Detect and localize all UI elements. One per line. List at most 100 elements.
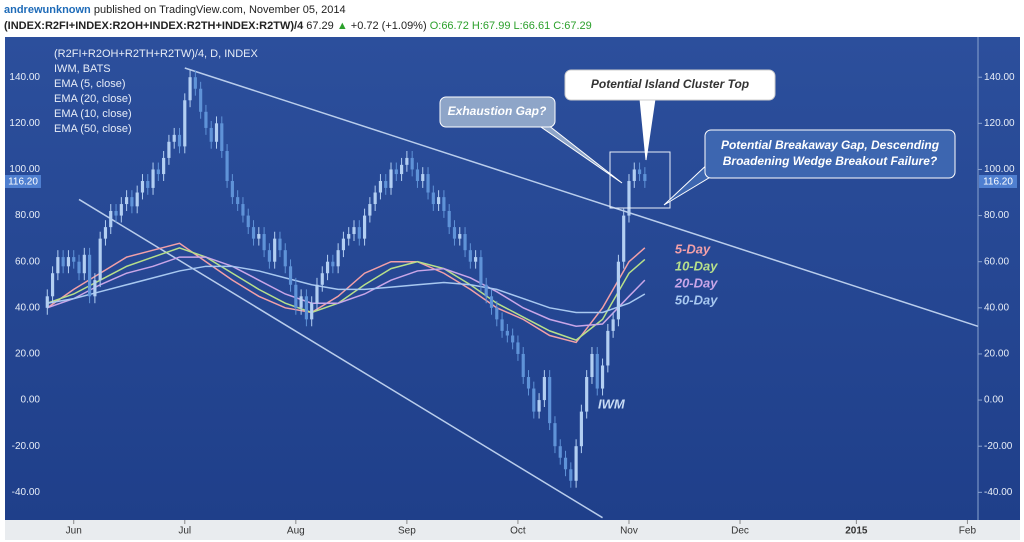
candle-body	[362, 215, 367, 239]
highlight-box	[609, 151, 671, 209]
header: andrewunknown published on TradingView.c…	[4, 2, 592, 34]
candle-body	[341, 238, 346, 251]
ema-line	[47, 247, 646, 341]
candle-body	[288, 266, 293, 285]
candle-body	[72, 257, 76, 262]
y-tick-label: -20.00	[984, 441, 1013, 452]
candle-body	[574, 446, 578, 481]
candle-body	[421, 174, 425, 181]
candle-body	[225, 151, 229, 181]
candle-body	[162, 157, 166, 175]
candle-body	[283, 250, 287, 267]
candle-body	[558, 446, 562, 458]
candle-body	[357, 227, 361, 239]
candle-body	[310, 303, 314, 320]
candle-body	[489, 296, 494, 308]
candle-body	[537, 400, 541, 412]
candle-body	[384, 180, 388, 188]
symbol: (INDEX:R2FI+INDEX:R2OH+INDEX:R2TH+INDEX:…	[4, 20, 304, 32]
y-tick-label: -40.00	[984, 487, 1013, 498]
candle-body	[214, 123, 219, 142]
candle-body	[622, 215, 626, 262]
price-tag: 116.20	[8, 177, 38, 188]
candle-body	[463, 234, 467, 251]
candle-body	[56, 257, 60, 274]
y-tick-label: 0.00	[984, 395, 1004, 406]
candle-body	[66, 257, 71, 267]
x-tick-label: Jun	[66, 526, 82, 537]
candle-body	[172, 134, 176, 142]
annotation: Potential Island Cluster Top	[591, 77, 749, 91]
annotation: Potential Breakaway Gap, Descending	[721, 138, 940, 152]
candle-body	[103, 227, 108, 239]
x-tick-label: 2015	[845, 526, 868, 537]
y-tick-label: 140.00	[9, 72, 40, 83]
candle-body	[442, 197, 446, 211]
y-tick-label: 120.00	[9, 118, 40, 129]
candle-body	[479, 257, 483, 285]
x-tick-label: Dec	[731, 526, 749, 537]
y-tick-label: 20.00	[984, 349, 1009, 360]
candle-body	[368, 204, 372, 216]
trendline	[184, 67, 979, 327]
candle-body	[88, 254, 92, 297]
low: L:66.61	[513, 20, 551, 32]
author[interactable]: andrewunknown	[4, 4, 91, 16]
x-tick-label: Aug	[287, 526, 305, 537]
y-tick-label: 0.00	[21, 395, 41, 406]
ema-label: 5-Day	[675, 241, 711, 256]
ema-line	[47, 265, 646, 314]
y-tick-label: 140.00	[984, 72, 1015, 83]
price-tag-bg	[5, 175, 41, 188]
candle-body	[82, 254, 86, 274]
candle-body	[495, 307, 499, 320]
candle-body	[140, 180, 145, 193]
y-tick-label: 40.00	[15, 302, 40, 313]
candle-body	[273, 238, 277, 262]
candle-body	[315, 284, 319, 304]
candle-body	[590, 353, 594, 378]
candle-body	[585, 377, 589, 412]
candle-body	[267, 250, 271, 262]
y-tick-label: 60.00	[15, 256, 40, 267]
candle-body	[325, 261, 330, 274]
y-tick-label: -40.00	[12, 487, 41, 498]
y-tick-label: 20.00	[15, 349, 40, 360]
candle-body	[474, 257, 478, 262]
legend-entry: EMA (5, close)	[54, 78, 126, 90]
close: C:67.29	[553, 20, 592, 32]
candle-body	[50, 273, 55, 297]
candle-body	[521, 353, 525, 378]
x-tick-label: Jul	[178, 526, 191, 537]
candle-body	[125, 197, 129, 205]
candle-body	[294, 284, 298, 308]
high: H:67.99	[471, 20, 511, 32]
y-tick-label: 80.00	[984, 210, 1009, 221]
candle-body	[600, 365, 605, 389]
ema-label: 20-Day	[674, 275, 718, 290]
candle-body	[516, 342, 520, 354]
candle-body	[257, 234, 261, 239]
candle-body	[177, 134, 182, 147]
candle-body	[236, 197, 240, 205]
x-tick-label: Sep	[398, 526, 416, 537]
candle-body	[45, 296, 49, 308]
candle-body	[230, 180, 234, 198]
candle-body	[431, 192, 435, 205]
y-tick-label: 100.00	[9, 164, 40, 175]
published: published on TradingView.com, November 0…	[93, 4, 346, 16]
quote-line: (INDEX:R2FI+INDEX:R2OH+INDEX:R2TH+INDEX:…	[4, 18, 592, 34]
candle-body	[262, 234, 266, 251]
candle-body	[458, 234, 462, 239]
open: O:66.72	[429, 20, 469, 32]
candle-body	[331, 261, 335, 267]
candle-body	[595, 353, 599, 389]
annotation: Exhaustion Gap?	[448, 104, 547, 118]
y-tick-label: -20.00	[12, 441, 41, 452]
candle-body	[373, 192, 377, 205]
price-tag-bg	[979, 175, 1017, 188]
y-tick-label: 60.00	[984, 256, 1009, 267]
candle-body	[505, 330, 509, 336]
candle-body	[405, 157, 409, 165]
